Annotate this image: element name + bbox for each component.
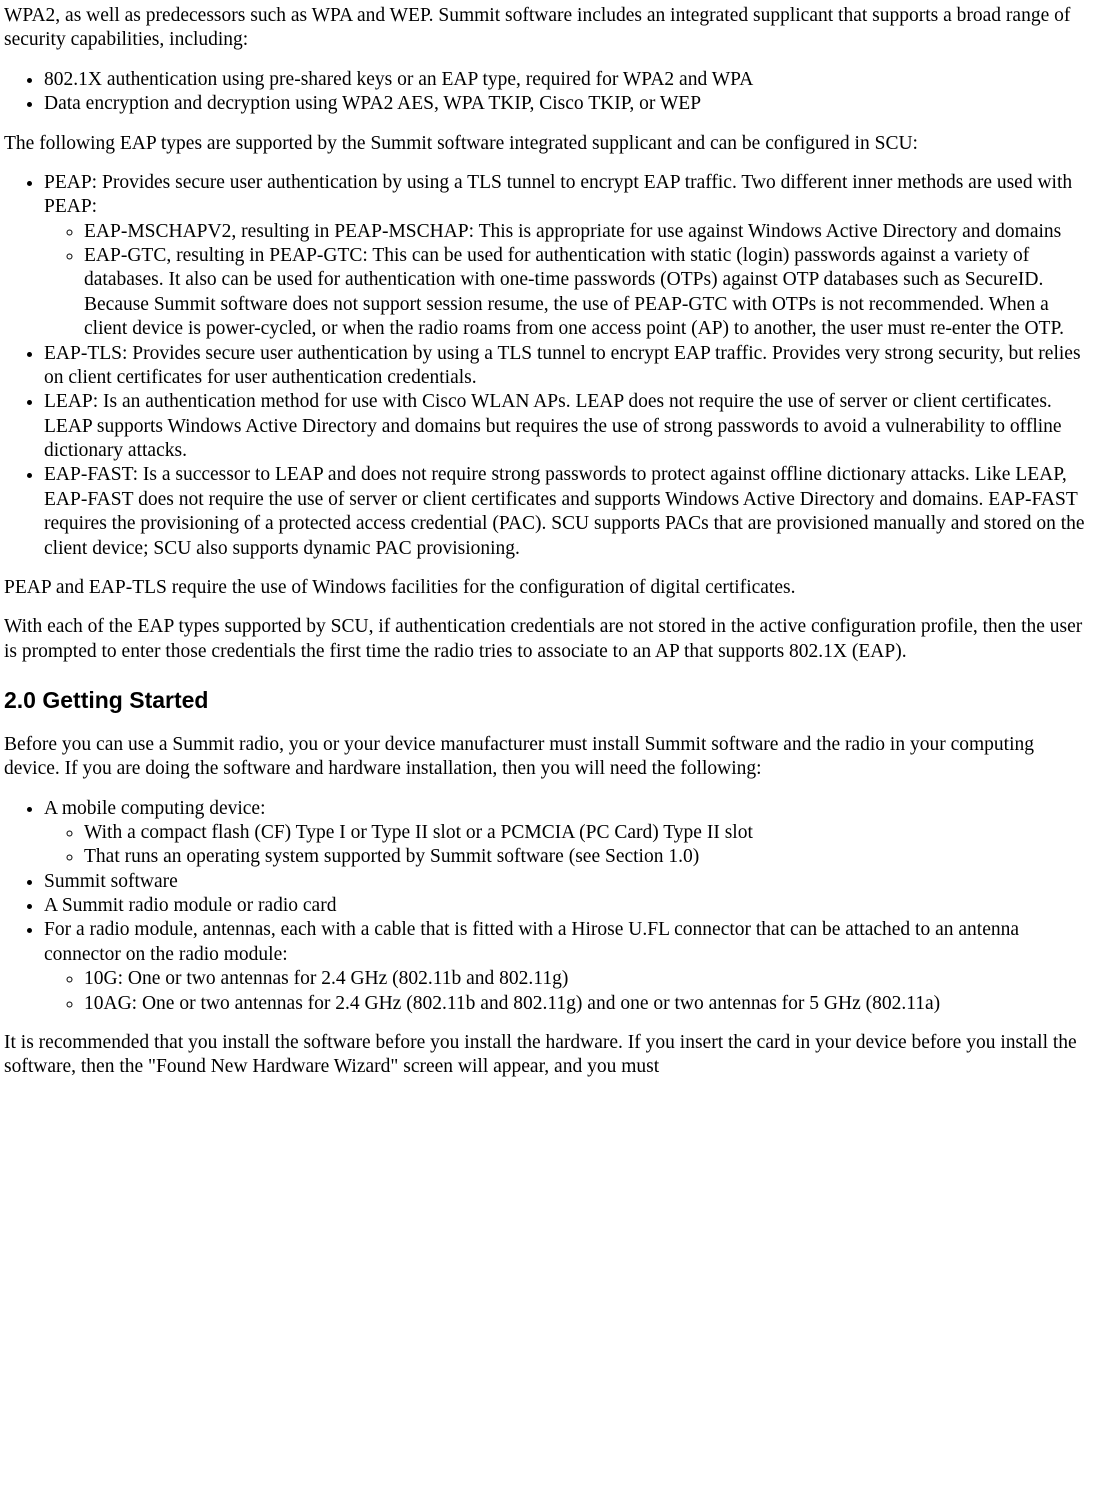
list-item: Data encryption and decryption using WPA… bbox=[44, 92, 1093, 116]
antenna-text: For a radio module, antennas, each with … bbox=[44, 919, 1019, 964]
eap-types-list: PEAP: Provides secure user authenticatio… bbox=[4, 171, 1093, 561]
requirements-list: A mobile computing device: With a compac… bbox=[4, 797, 1093, 1016]
list-item: For a radio module, antennas, each with … bbox=[44, 918, 1093, 1016]
list-item: EAP-FAST: Is a successor to LEAP and doe… bbox=[44, 463, 1093, 561]
list-item: That runs an operating system supported … bbox=[84, 845, 1093, 869]
list-item: A Summit radio module or radio card bbox=[44, 894, 1093, 918]
antenna-sublist: 10G: One or two antennas for 2.4 GHz (80… bbox=[44, 967, 1093, 1016]
cert-paragraph: PEAP and EAP-TLS require the use of Wind… bbox=[4, 576, 1093, 600]
intro-paragraph: WPA2, as well as predecessors such as WP… bbox=[4, 4, 1093, 53]
list-item: EAP-MSCHAPV2, resulting in PEAP-MSCHAP: … bbox=[84, 220, 1093, 244]
list-item: EAP-TLS: Provides secure user authentica… bbox=[44, 342, 1093, 391]
list-item: Summit software bbox=[44, 870, 1093, 894]
list-item: PEAP: Provides secure user authenticatio… bbox=[44, 171, 1093, 342]
eap-intro-paragraph: The following EAP types are supported by… bbox=[4, 132, 1093, 156]
list-item: LEAP: Is an authentication method for us… bbox=[44, 390, 1093, 463]
list-item: With a compact flash (CF) Type I or Type… bbox=[84, 821, 1093, 845]
list-item: A mobile computing device: With a compac… bbox=[44, 797, 1093, 870]
gs-intro-paragraph: Before you can use a Summit radio, you o… bbox=[4, 733, 1093, 782]
mobile-sublist: With a compact flash (CF) Type I or Type… bbox=[44, 821, 1093, 870]
list-item: 10G: One or two antennas for 2.4 GHz (80… bbox=[84, 967, 1093, 991]
gs-outro-paragraph: It is recommended that you install the s… bbox=[4, 1031, 1093, 1080]
list-item: EAP-GTC, resulting in PEAP-GTC: This can… bbox=[84, 244, 1093, 342]
heading-getting-started: 2.0 Getting Started bbox=[4, 686, 1093, 715]
mobile-device-text: A mobile computing device: bbox=[44, 798, 266, 819]
peap-sublist: EAP-MSCHAPV2, resulting in PEAP-MSCHAP: … bbox=[44, 220, 1093, 342]
capabilities-list: 802.1X authentication using pre-shared k… bbox=[4, 68, 1093, 117]
peap-text: PEAP: Provides secure user authenticatio… bbox=[44, 172, 1072, 217]
list-item: 802.1X authentication using pre-shared k… bbox=[44, 68, 1093, 92]
creds-paragraph: With each of the EAP types supported by … bbox=[4, 615, 1093, 664]
list-item: 10AG: One or two antennas for 2.4 GHz (8… bbox=[84, 992, 1093, 1016]
